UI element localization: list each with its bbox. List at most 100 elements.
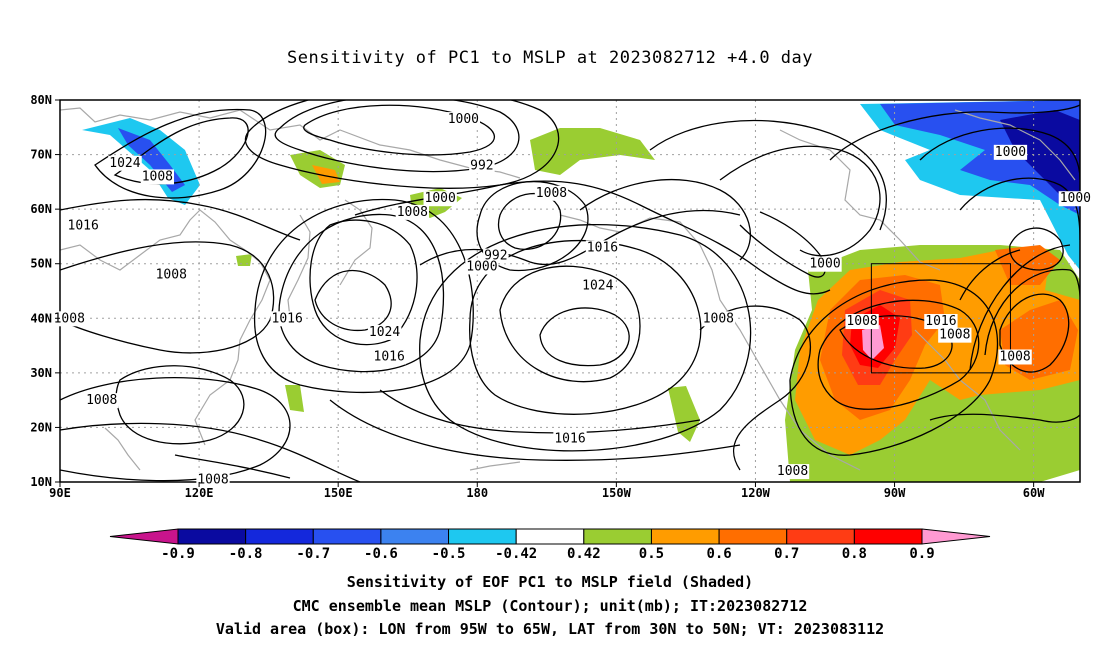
colorbar-low-triangle [109,528,179,545]
latitude-tick-labels: 80N 70N 60N 50N 40N 30N 20N 10N [30,93,60,489]
isobar [1009,227,1064,271]
contour-label-layer: 1000992102410081016100010081008992100010… [52,112,1093,488]
isobar [60,377,291,482]
contour-label: 1008 [86,393,117,408]
isobar [959,249,1021,301]
contour-label: 1008 [777,464,808,479]
colorbar-swatch [380,528,450,545]
colorbar-label: -0.5 [432,546,466,562]
contour-label-bg [553,431,587,447]
isobar [969,244,1071,371]
contour-label-bg [66,218,100,234]
contour-label: 1000 [448,112,479,127]
map-frame [59,99,1081,483]
contour-label: 1016 [554,431,585,446]
isobar [719,145,881,257]
colorbar-swatch [515,528,585,545]
isobar [419,224,752,452]
isobar [278,213,445,373]
contour-label-bg [581,278,615,294]
contour-label-bg [998,349,1032,365]
contour-label: 1008 [939,328,970,343]
colorbar-label: 0.8 [842,546,867,562]
positive-region [285,385,304,412]
contour-label: 1000 [995,145,1026,160]
contour-label-bg [808,256,842,272]
colorbar-label: 0.9 [909,546,934,562]
positive-region [236,254,252,266]
mslp-contour-layer [60,100,1080,482]
lat-tick-label: 20N [30,420,52,434]
colorbar-label: -0.6 [364,546,398,562]
contour-label-bg [372,349,406,365]
colorbar-label: 0.7 [774,546,799,562]
footer-line-2: CMC ensemble mean MSLP (Contour); unit(m… [292,597,808,615]
contour-label: 1016 [374,349,405,364]
colorbar-swatch [650,528,720,545]
colorbar-label: 0.5 [639,546,664,562]
colorbar-label: -0.9 [161,546,195,562]
contour-label-bg [465,259,499,275]
contour-label: 1008 [54,311,85,326]
isobar [839,315,953,369]
lat-tick-label: 40N [30,311,52,325]
isobar [329,399,741,461]
colorbar-swatch [177,528,247,545]
contour-label-bg [469,158,495,174]
contour-label: 1008 [536,186,567,201]
contour-label: 1008 [397,205,428,220]
footer-line-1: Sensitivity of EOF PC1 to MSLP field (Sh… [346,573,754,591]
isobar [314,269,392,332]
isobar [174,454,291,479]
contour-label: 1024 [109,156,140,171]
colorbar-swatch [718,528,788,545]
colorbar-swatch [786,528,855,545]
isobar [115,365,245,445]
isobar [274,100,520,173]
contour-label-bg [108,155,142,171]
contour-label: 1008 [999,349,1030,364]
contour-label-bg [367,324,402,340]
colorbar-swatch [583,528,652,545]
isobar [539,307,630,367]
isobar [309,219,418,346]
grid-lines [60,100,1080,482]
contour-label-bg [924,314,958,330]
contour-label: 1008 [156,268,187,283]
isobar [469,239,702,415]
contour-label: 1000 [809,257,840,272]
contour-label: 1008 [703,311,734,326]
positive-region [668,386,700,442]
contour-label: 1000 [1060,191,1091,206]
contour-label-bg [395,204,430,220]
isobar [253,198,474,394]
positive-region [312,165,340,184]
contour-label: 1008 [197,472,228,487]
colorbar-label: 0.6 [706,546,731,562]
colorbar-label: -0.7 [296,546,330,562]
contour-label-bg [993,144,1028,160]
lon-tick-label: 150E [324,486,353,500]
contour-label-bg [140,169,175,185]
contour-label: 1008 [142,169,173,184]
contour-label-bg [270,311,304,327]
lat-tick-label: 50N [30,257,52,271]
colorbar-swatch [853,528,923,545]
longitude-tick-labels: 90E 120E 150E 180 150W 120W 90W 60W [49,482,1045,500]
isobar [579,179,751,261]
contour-label-bg [52,311,86,327]
colorbar-high-triangle [921,528,991,545]
contour-label-bg [534,185,569,201]
isobar [497,193,562,250]
contour-label-bg [585,240,620,256]
lat-tick-label: 30N [30,366,52,380]
contour-label-bg [85,393,119,409]
contour-label-bg [938,327,972,343]
isobar [929,413,1080,423]
contour-label: 1000 [425,191,456,206]
isobar [649,119,887,231]
isobar [789,279,999,456]
colorbar-swatch [448,528,517,545]
contour-label-bg [1058,191,1093,207]
